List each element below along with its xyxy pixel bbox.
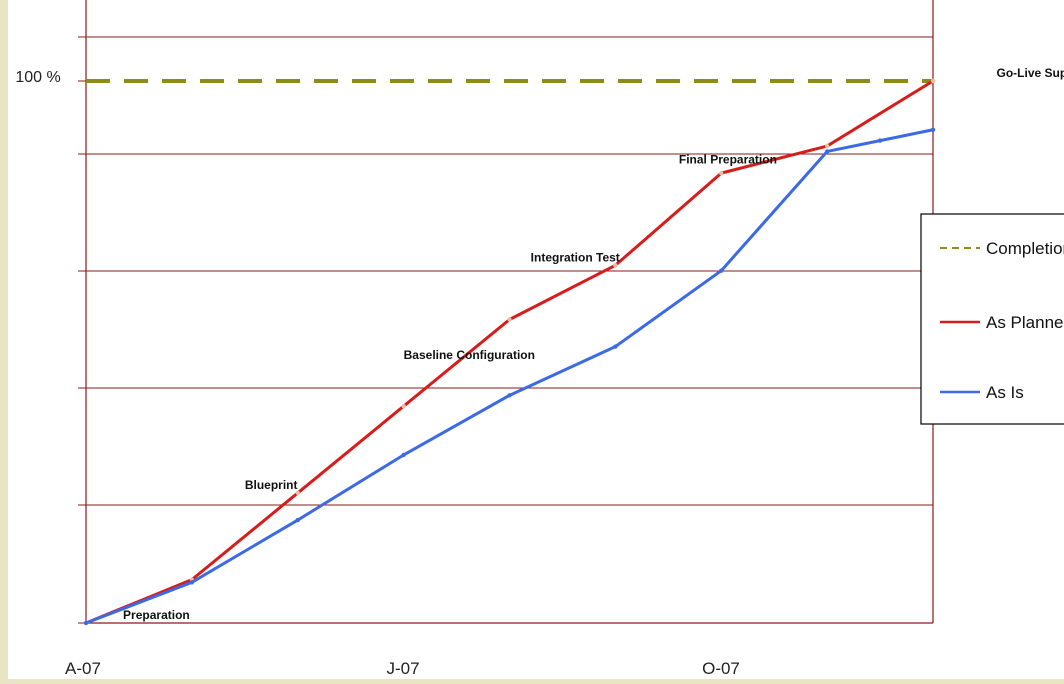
series-as-planned-point: [930, 78, 936, 84]
phase-label-blueprint: Blueprint: [245, 478, 298, 492]
series-as-is-point: [83, 620, 89, 626]
chart-canvas: [8, 0, 1064, 679]
series-as-is-point: [295, 517, 300, 523]
phase-label-go-live-support: Go-Live Support: [997, 66, 1064, 80]
phase-label-baseline-configuration: Baseline Configuration: [404, 348, 535, 362]
series-as-is-point: [401, 452, 406, 458]
series-as-is-point: [824, 149, 830, 154]
series-as-planned-point: [824, 143, 830, 149]
phase-label-integration-test: Integration Test: [531, 250, 620, 264]
series-as-is-point: [189, 580, 195, 585]
phase-label-final-preparation: Final Preparation: [679, 153, 777, 167]
series-as-is-point: [507, 393, 512, 398]
legend: Completion As Planned As Is: [920, 213, 1064, 425]
series-as-planned-point: [401, 404, 406, 409]
x-tick-label-0: A-07: [65, 659, 101, 678]
series-as-planned-point: [719, 170, 724, 176]
phase-annotations: Preparation Blueprint Baseline Configurati…: [123, 66, 1064, 622]
series-as-planned-point: [295, 490, 300, 496]
legend-label-as-planned: As Planned: [986, 313, 1064, 332]
series-as-is-point: [877, 138, 883, 143]
legend-label-as-is: As Is: [986, 383, 1024, 402]
x-tick-label-2: O-07: [702, 659, 740, 678]
series-as-is-point: [930, 127, 936, 132]
axes: 100 % A-07 J-07 O-07: [15, 0, 934, 678]
series-as-is-point: [613, 344, 618, 349]
x-tick-label-1: J-07: [386, 659, 419, 678]
series-as-is-point: [719, 268, 724, 273]
phase-label-preparation: Preparation: [123, 608, 190, 622]
series-as-is-line: [85, 128, 934, 625]
y-tick-label-100: 100 %: [15, 69, 60, 86]
series-as-planned-point: [507, 317, 512, 322]
series-as-planned-point: [613, 263, 618, 268]
legend-label-completion: Completion: [986, 239, 1064, 258]
series-layer: [83, 78, 936, 626]
